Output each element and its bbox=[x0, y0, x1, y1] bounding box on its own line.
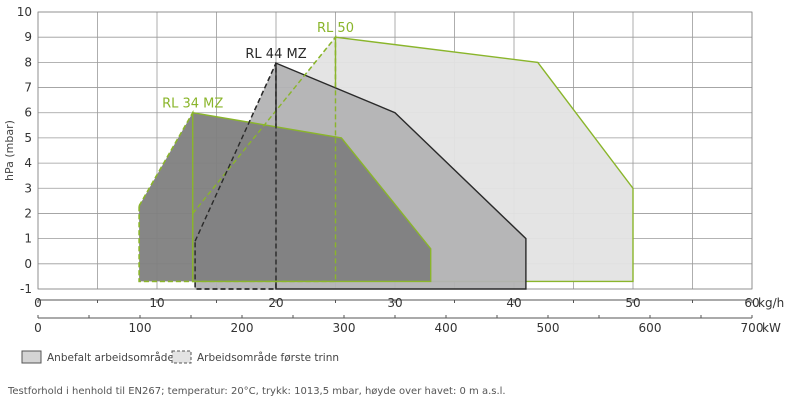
kw-tick-label: 400 bbox=[435, 321, 458, 335]
kg-tick-label: 0 bbox=[34, 296, 42, 310]
first-stage-outline bbox=[191, 35, 337, 283]
y-tick-label: 9 bbox=[24, 30, 32, 44]
kw-tick-label: 200 bbox=[231, 321, 254, 335]
y-tick-label: 1 bbox=[24, 232, 32, 246]
series-label: RL 50 bbox=[317, 21, 354, 36]
kg-tick-label: 20 bbox=[268, 296, 283, 310]
series-label: RL 44 MZ bbox=[245, 47, 306, 62]
kg-tick-label: 40 bbox=[506, 296, 521, 310]
legend-swatch-first-stage bbox=[171, 350, 192, 364]
kw-tick-label: 600 bbox=[639, 321, 662, 335]
y-tick-label: 4 bbox=[24, 156, 32, 170]
y-tick-label: 7 bbox=[24, 81, 32, 95]
areas bbox=[138, 35, 634, 290]
kw-tick-label: 0 bbox=[34, 321, 42, 335]
y-axis-label: hPa (mbar) bbox=[3, 120, 16, 181]
y-tick-label: 0 bbox=[24, 257, 32, 271]
kg-tick-label: 50 bbox=[625, 296, 640, 310]
kw-tick-label: 700 bbox=[741, 321, 764, 335]
y-tick-label: 2 bbox=[24, 206, 32, 220]
y-tick-label: 6 bbox=[24, 106, 32, 120]
footnote: Testforhold i henhold til EN267; tempera… bbox=[8, 386, 506, 397]
kw-tick-label: 100 bbox=[129, 321, 152, 335]
legend-swatch-recommended bbox=[21, 350, 42, 364]
y-tick-label: 5 bbox=[24, 131, 32, 145]
first-stage-outline bbox=[138, 110, 194, 283]
kw-tick-label: 300 bbox=[333, 321, 356, 335]
kg-tick-label: 30 bbox=[387, 296, 402, 310]
legend-label-first-stage: Arbeidsområde første trinn bbox=[197, 351, 339, 364]
legend-label-recommended: Anbefalt arbeidsområde bbox=[47, 351, 174, 364]
kw-unit-label: kW bbox=[762, 321, 781, 335]
series-label: RL 34 MZ bbox=[162, 97, 223, 112]
first-stage-outline bbox=[194, 62, 277, 290]
kg-unit-label: kg/h bbox=[758, 296, 784, 310]
y-tick-label: 10 bbox=[17, 5, 32, 19]
kg-tick-label: 10 bbox=[149, 296, 164, 310]
y-tick-label: 8 bbox=[24, 55, 32, 69]
kg-tick-label: 60 bbox=[744, 296, 759, 310]
labels: RL 50 RL 44 MZ RL 34 MZ bbox=[162, 21, 354, 112]
y-tick-label: -1 bbox=[20, 282, 32, 296]
legend: Anbefalt arbeidsområde Arbeidsområde førs… bbox=[21, 350, 339, 364]
y-tick-label: 3 bbox=[24, 181, 32, 195]
kw-tick-label: 500 bbox=[537, 321, 560, 335]
